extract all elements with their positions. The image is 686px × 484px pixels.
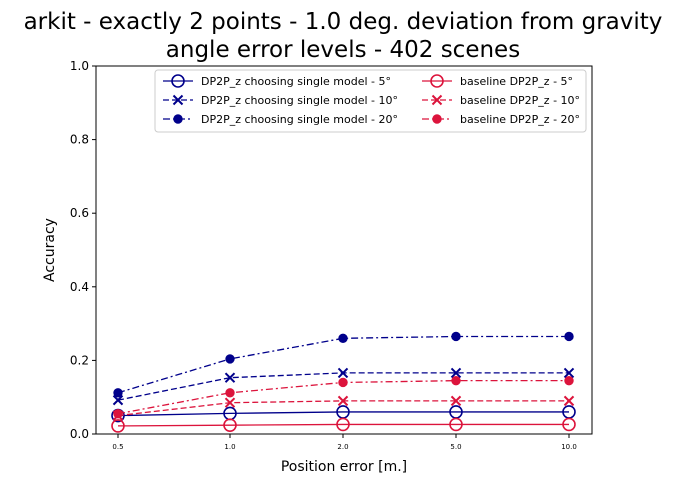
data-point — [225, 354, 235, 364]
x-tick-label: 2.0 — [337, 443, 348, 451]
y-axis-label: Accuracy — [42, 218, 58, 282]
data-point — [563, 367, 575, 379]
x-tick-label: 5.0 — [450, 443, 461, 451]
x-tick-label: 10.0 — [561, 443, 577, 451]
series-4 — [111, 417, 576, 433]
plot-frame — [95, 65, 593, 435]
x-tick-label: 0.5 — [112, 443, 123, 451]
legend-label: baseline DP2P_z - 10° — [460, 94, 580, 107]
x-tick-label: 1.0 — [224, 443, 235, 451]
data-point — [336, 417, 350, 432]
data-point — [223, 418, 237, 432]
data-point — [113, 388, 123, 398]
legend-marker — [432, 114, 442, 124]
data-point — [111, 419, 125, 433]
legend: DP2P_z choosing single model - 5° DP2P_z … — [154, 69, 587, 133]
data-point — [338, 333, 348, 344]
y-tick-label: 0.8 — [70, 133, 89, 147]
legend-entry: baseline DP2P_z - 10° — [422, 94, 580, 107]
legend-entry: baseline DP2P_z - 5° — [422, 74, 573, 88]
legend-marker — [431, 94, 443, 106]
series-line — [117, 400, 569, 417]
series-3 — [113, 331, 574, 398]
data-point — [224, 372, 236, 383]
legend-entry: DP2P_z choosing single model - 10° — [163, 94, 398, 107]
y-tick-label: 0.6 — [70, 206, 89, 220]
legend-label: baseline DP2P_z - 5° — [460, 75, 573, 88]
data-point — [112, 394, 124, 406]
data-point — [113, 409, 123, 419]
chart-title-line1: arkit - exactly 2 points - 1.0 deg. devi… — [24, 9, 663, 35]
legend-label: DP2P_z choosing single model - 5° — [201, 75, 391, 88]
legend-entry: DP2P_z choosing single model - 5° — [163, 74, 391, 88]
series-line — [117, 423, 569, 427]
legend-entry: DP2P_z choosing single model - 20° — [163, 113, 398, 126]
series-5 — [112, 395, 575, 421]
legend-marker — [173, 114, 183, 124]
x-axis-label: Position error [m.] — [281, 459, 407, 475]
y-tick-label: 0.2 — [70, 353, 89, 367]
data-point — [450, 395, 462, 407]
legend-label: DP2P_z choosing single model - 10° — [201, 94, 398, 107]
legend-entry: baseline DP2P_z - 20° — [422, 113, 580, 126]
series-2 — [112, 367, 575, 406]
chart-title-line2: angle error levels - 402 scenes — [166, 37, 520, 63]
legend-label: DP2P_z choosing single model - 20° — [201, 113, 398, 126]
legend-marker — [430, 74, 444, 88]
plot-area: 0.0 0.2 0.4 0.6 0.8 1.0 0.5 1.0 2.0 5.0 10.0 — [70, 59, 577, 451]
data-point — [564, 375, 574, 386]
legend-marker — [172, 94, 184, 106]
data-point — [450, 367, 462, 379]
data-point — [564, 331, 574, 342]
data-point — [225, 388, 235, 398]
data-point — [224, 397, 236, 408]
legend-marker — [171, 74, 185, 88]
data-point — [337, 367, 349, 379]
legend-box — [154, 69, 587, 133]
data-point — [563, 395, 575, 407]
y-tick-label: 1.0 — [70, 59, 89, 73]
data-point — [337, 395, 349, 407]
series-line — [117, 411, 569, 417]
y-tick-label: 0.0 — [70, 427, 89, 441]
y-tick-label: 0.4 — [70, 280, 89, 294]
data-point — [451, 331, 461, 342]
data-point — [562, 417, 576, 432]
data-point — [451, 375, 461, 386]
series-6 — [113, 375, 574, 419]
data-point — [338, 377, 348, 388]
data-point — [449, 417, 463, 432]
legend-label: baseline DP2P_z - 20° — [460, 113, 580, 126]
